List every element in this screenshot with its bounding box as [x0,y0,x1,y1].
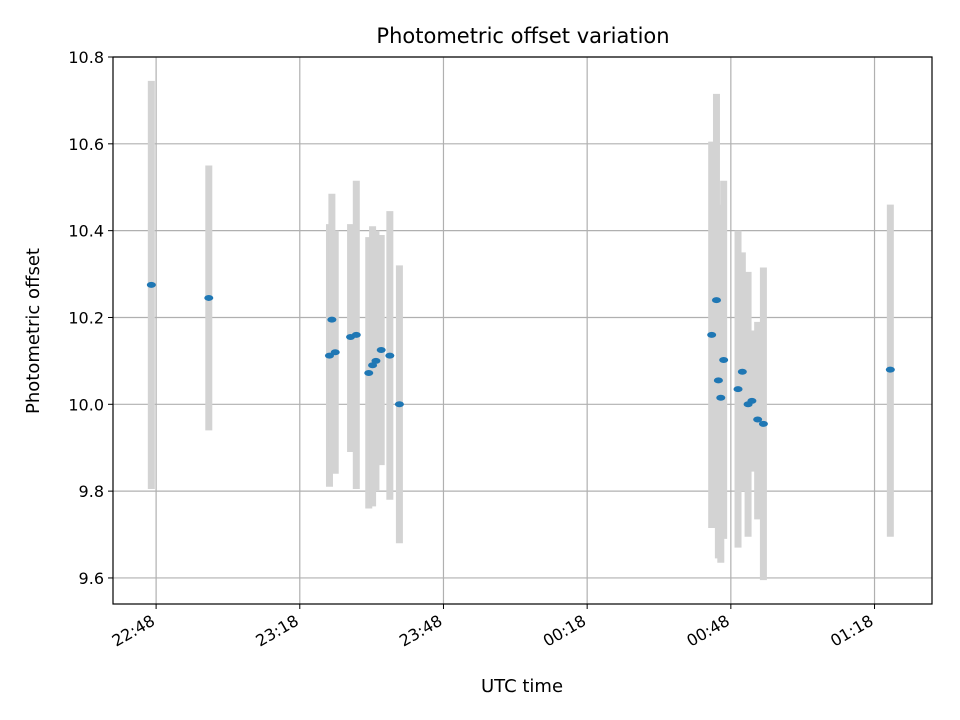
x-axis-title: UTC time [481,676,563,697]
data-point [733,386,743,393]
data-point [146,281,156,288]
data-point [713,377,723,384]
data-point [324,352,334,359]
data-point [716,394,726,401]
y-tick-label: 10.6 [68,135,104,154]
data-point [351,331,361,338]
y-tick-label: 10.4 [68,222,104,241]
y-tick-label: 10.8 [68,48,104,67]
data-point [711,297,721,304]
plot-frame [112,56,933,605]
y-tick-label: 9.8 [79,482,104,501]
data-point [707,331,717,338]
data-point [376,347,386,354]
data-point [385,352,395,359]
data-point [737,368,747,375]
y-tick-label: 10.2 [68,308,104,327]
y-axis-ticks: 9.6 9.8 10.0 10.2 10.4 10.6 10.8 [68,48,113,588]
data-point [394,401,404,408]
data-point [364,370,374,377]
data-point [753,416,763,423]
data-point [327,316,337,323]
y-tick-label: 10.0 [68,395,104,414]
data-point [330,349,340,356]
data-point [204,294,214,301]
data-point [758,420,768,427]
chart-title: Photometric offset variation [376,24,669,48]
data-point [885,366,895,373]
data-points [146,281,895,427]
y-axis-title: Photometric offset [23,248,44,414]
y-tick-label: 9.6 [79,569,104,588]
data-point [747,397,757,404]
data-point [371,357,381,364]
data-point [719,357,729,364]
